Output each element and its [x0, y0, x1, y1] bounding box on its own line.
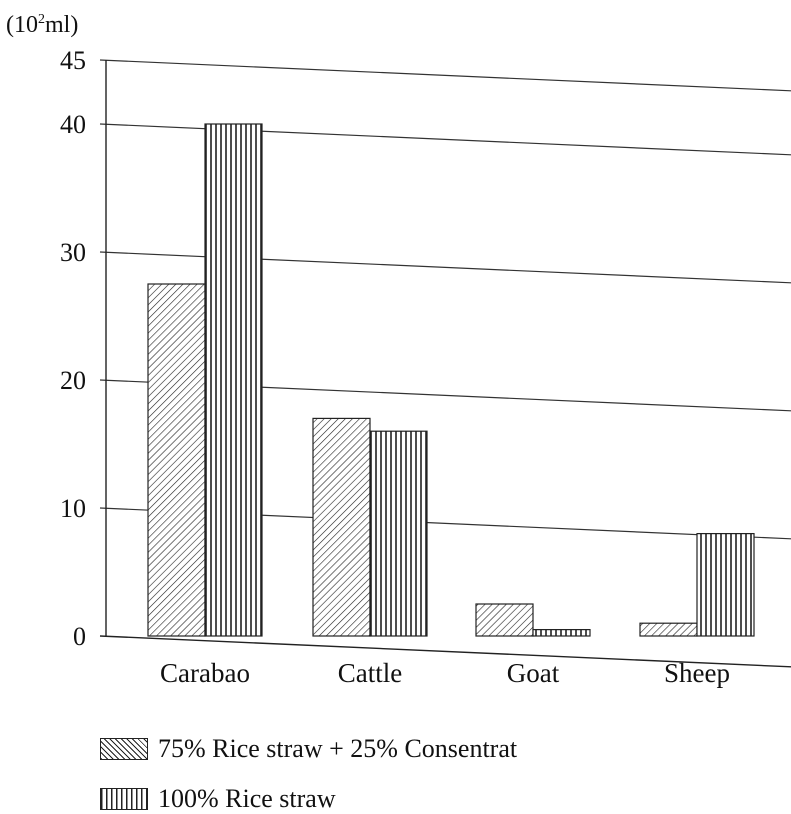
y-tick-label-45: 45 — [60, 46, 86, 75]
y-tick-label-10: 10 — [60, 494, 86, 523]
legend-label-rice-straw: 100% Rice straw — [158, 784, 336, 813]
bar-goat-concentrate — [475, 603, 534, 637]
bar-carabao-concentrate — [147, 283, 206, 637]
y-tick-label-40: 40 — [60, 110, 86, 139]
legend-swatch-vertical — [100, 788, 148, 810]
legend-item-rice-straw: 100% Rice straw — [100, 784, 336, 814]
x-tick-label-carabao: Carabao — [160, 658, 250, 688]
y-tick-label-30: 30 — [60, 238, 86, 267]
gridline-45 — [99, 59, 791, 92]
y-tick-label-0: 0 — [73, 622, 86, 651]
gridline-40 — [99, 123, 791, 156]
bar-cattle-concentrate — [312, 417, 371, 637]
gridline-30 — [99, 251, 791, 284]
bar-sheep-concentrate — [639, 622, 698, 637]
legend-item-concentrate: 75% Rice straw + 25% Consentrat — [100, 734, 517, 764]
y-axis-unit-label: (102ml) — [6, 12, 79, 38]
bar-carabao-rice-straw — [204, 123, 263, 637]
bar-chart: 0 10 20 30 40 45 Carabao Cattle Goat Sheep — [60, 46, 791, 688]
axes — [99, 60, 791, 668]
bar-sheep-rice-straw — [696, 532, 755, 637]
legend-swatch-diagonal — [100, 738, 148, 760]
bars — [147, 123, 755, 637]
legend-label-concentrate: 75% Rice straw + 25% Consentrat — [158, 734, 518, 763]
x-tick-label-sheep: Sheep — [664, 658, 730, 688]
x-tick-label-goat: Goat — [507, 658, 560, 688]
tick-labels: 0 10 20 30 40 45 Carabao Cattle Goat Sheep — [60, 46, 730, 688]
bar-goat-rice-straw — [532, 628, 591, 637]
x-axis-line — [99, 635, 791, 668]
x-tick-label-cattle: Cattle — [338, 658, 402, 688]
y-tick-label-20: 20 — [60, 366, 86, 395]
bar-cattle-rice-straw — [369, 430, 428, 637]
